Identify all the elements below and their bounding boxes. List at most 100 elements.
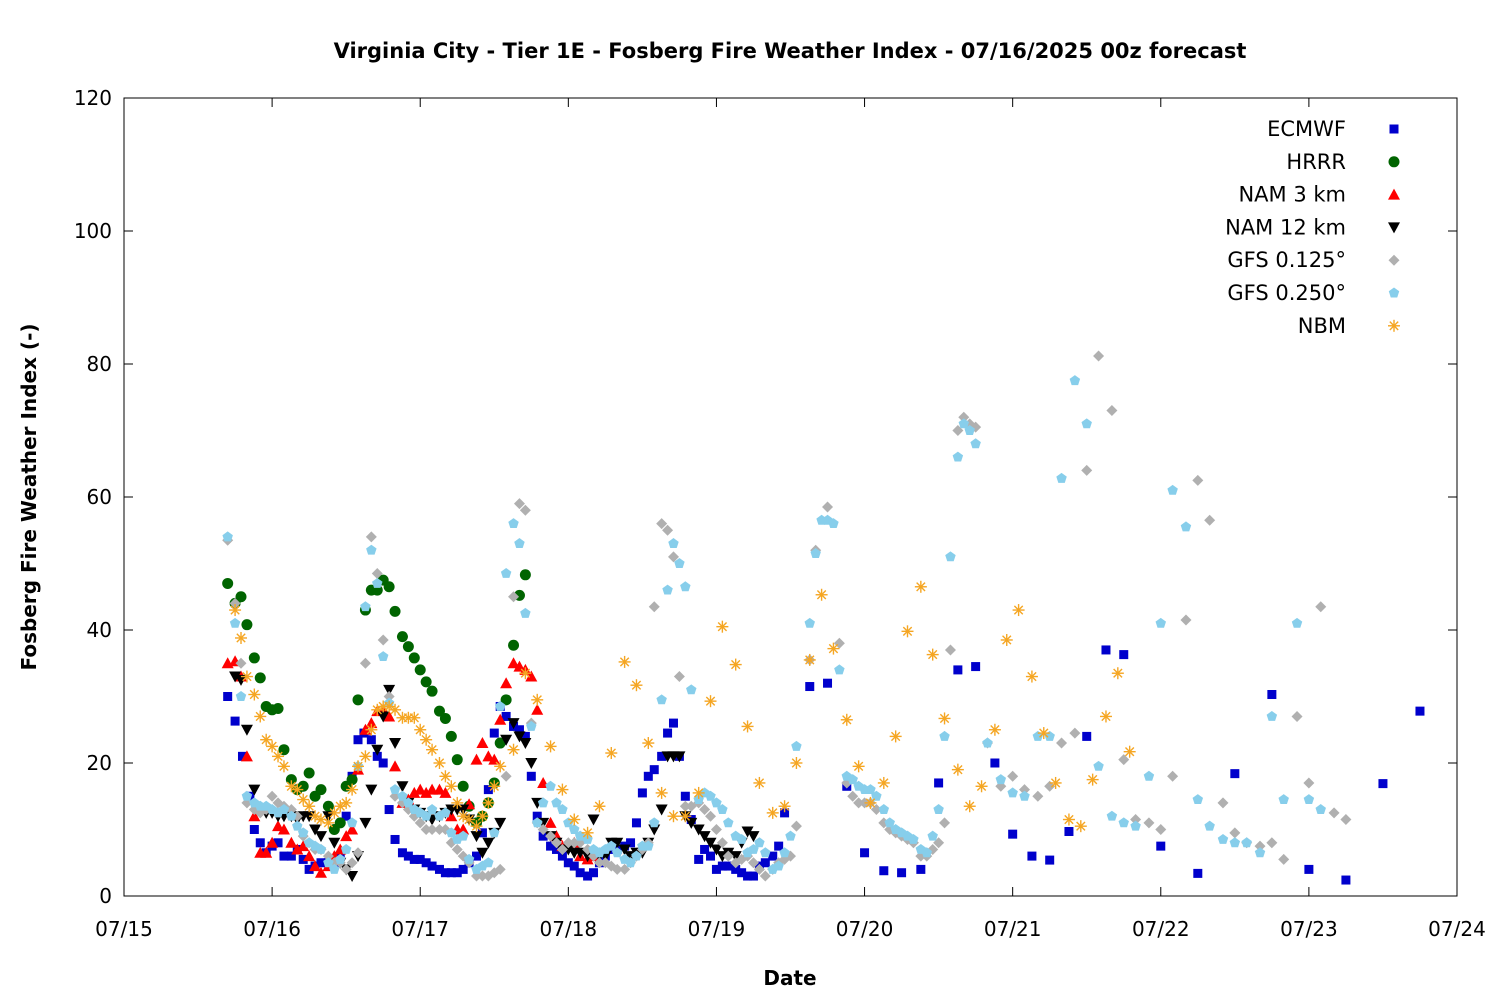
data-point bbox=[953, 665, 963, 675]
data-point bbox=[508, 639, 520, 651]
data-point bbox=[340, 830, 353, 842]
data-point bbox=[1118, 817, 1129, 828]
data-point bbox=[674, 558, 685, 568]
data-point bbox=[494, 700, 506, 711]
data-point bbox=[692, 786, 705, 799]
data-point bbox=[298, 854, 308, 864]
data-point bbox=[926, 648, 939, 661]
data-point bbox=[766, 806, 779, 819]
data-point bbox=[805, 682, 815, 692]
data-point bbox=[513, 498, 525, 510]
data-point bbox=[346, 817, 358, 828]
data-point bbox=[700, 844, 710, 854]
data-point bbox=[489, 728, 499, 738]
data-point bbox=[1278, 853, 1290, 865]
y-tick-label: 0 bbox=[99, 884, 112, 908]
data-point bbox=[241, 619, 253, 631]
data-point bbox=[706, 851, 716, 861]
data-point bbox=[526, 771, 536, 781]
data-point bbox=[921, 847, 932, 858]
data-point bbox=[383, 691, 395, 702]
data-point bbox=[556, 783, 569, 796]
data-point bbox=[1093, 760, 1104, 771]
data-point bbox=[760, 847, 771, 858]
data-point bbox=[222, 577, 234, 589]
series-asterisk bbox=[229, 580, 1136, 839]
data-point bbox=[778, 800, 791, 813]
data-point bbox=[1118, 754, 1130, 766]
data-point bbox=[384, 805, 394, 815]
data-point bbox=[500, 567, 512, 578]
data-point bbox=[390, 834, 400, 844]
data-point bbox=[1167, 484, 1178, 495]
data-point bbox=[414, 723, 427, 736]
data-point bbox=[656, 694, 667, 705]
data-point bbox=[840, 713, 853, 726]
data-point bbox=[366, 544, 377, 555]
legend-marker bbox=[1388, 287, 1400, 298]
data-point bbox=[297, 840, 310, 852]
data-point bbox=[365, 784, 378, 796]
data-point bbox=[569, 824, 580, 834]
data-point bbox=[581, 826, 594, 839]
data-point bbox=[237, 751, 247, 761]
data-point bbox=[569, 861, 579, 871]
data-point bbox=[235, 631, 248, 644]
data-point bbox=[1378, 779, 1388, 789]
legend-marker bbox=[1388, 254, 1400, 266]
data-point bbox=[1204, 514, 1216, 526]
y-tick-label: 100 bbox=[74, 219, 112, 243]
data-point bbox=[248, 652, 260, 664]
data-point bbox=[704, 837, 717, 849]
data-point bbox=[657, 751, 667, 761]
data-point bbox=[520, 731, 530, 741]
data-point bbox=[477, 828, 487, 838]
data-point bbox=[500, 677, 513, 689]
data-point bbox=[568, 813, 581, 826]
data-point bbox=[847, 774, 858, 785]
data-point bbox=[446, 827, 457, 838]
data-point bbox=[322, 850, 334, 862]
data-point bbox=[685, 817, 698, 829]
data-point bbox=[359, 750, 372, 763]
data-point bbox=[254, 710, 267, 723]
data-point bbox=[562, 837, 574, 849]
data-point bbox=[445, 730, 457, 742]
legend-marker bbox=[1389, 124, 1399, 134]
data-point bbox=[1062, 813, 1075, 826]
data-point bbox=[656, 518, 668, 530]
data-point bbox=[1155, 824, 1167, 835]
data-point bbox=[551, 844, 561, 854]
data-point bbox=[500, 734, 513, 746]
data-point bbox=[315, 784, 327, 796]
data-point bbox=[292, 820, 303, 831]
data-point bbox=[1045, 855, 1055, 865]
data-point bbox=[346, 783, 359, 796]
data-point bbox=[970, 438, 981, 449]
data-point bbox=[285, 774, 297, 786]
data-point bbox=[1032, 790, 1044, 802]
chart-title: Virginia City - Tier 1E - Fosberg Fire W… bbox=[334, 39, 1247, 63]
data-point bbox=[723, 817, 734, 828]
legend-label: NAM 3 km bbox=[1238, 183, 1346, 207]
data-point bbox=[359, 817, 372, 829]
data-point bbox=[934, 778, 944, 788]
data-point bbox=[879, 866, 889, 876]
data-point bbox=[433, 824, 445, 835]
data-point bbox=[1019, 784, 1031, 796]
data-point bbox=[643, 840, 654, 851]
data-point bbox=[587, 814, 600, 826]
data-point bbox=[544, 816, 557, 828]
data-point bbox=[371, 567, 383, 579]
data-point bbox=[272, 702, 284, 714]
data-point bbox=[759, 870, 771, 882]
data-point bbox=[1267, 690, 1277, 700]
data-point bbox=[939, 730, 950, 741]
data-point bbox=[514, 725, 524, 735]
data-point bbox=[611, 847, 623, 858]
data-point bbox=[1230, 769, 1240, 779]
data-point bbox=[852, 760, 865, 773]
data-point bbox=[642, 737, 655, 750]
data-point bbox=[463, 853, 475, 864]
legend-label: GFS 0.125° bbox=[1227, 248, 1346, 272]
